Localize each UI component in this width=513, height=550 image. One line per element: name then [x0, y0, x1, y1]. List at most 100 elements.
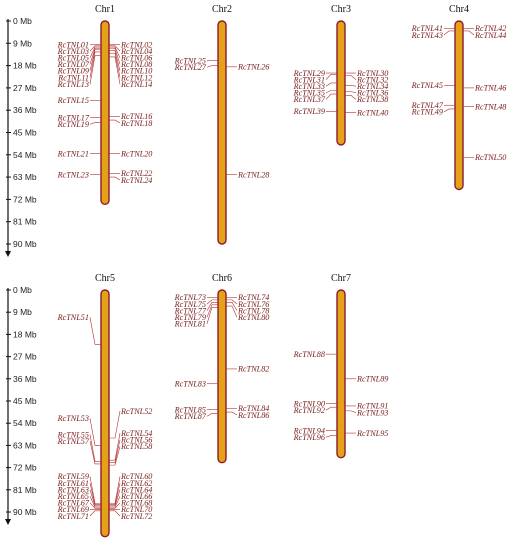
gene-label: RcTNL38: [356, 95, 388, 104]
gene-connector: [109, 446, 121, 466]
gene-label: RcTNL15: [57, 96, 89, 105]
gene-label: RcTNL91: [356, 402, 388, 411]
gene-label: RcTNL75: [174, 300, 206, 309]
gene-label: RcTNL68: [120, 499, 152, 508]
gene-label: RcTNL37: [293, 95, 326, 104]
gene-label: RcTNL72: [120, 512, 152, 521]
gene-label: RcTNL33: [293, 82, 325, 91]
gene-label: RcTNL85: [174, 405, 206, 414]
scale-tick-label: 45 Mb: [13, 128, 37, 138]
scale-tick-label: 9 Mb: [13, 307, 32, 317]
gene-label: RcTNL93: [356, 408, 388, 417]
gene-label: RcTNL13: [57, 80, 89, 89]
gene-label: RcTNL96: [293, 433, 326, 442]
gene-connector: [226, 411, 238, 416]
gene-connector: [226, 299, 238, 305]
gene-connector: [89, 45, 101, 52]
scale-tick-label: 54 Mb: [13, 418, 37, 428]
gene-connector: [345, 85, 357, 87]
scale-tick-label: 63 Mb: [13, 172, 37, 182]
gene-label: RcTNL90: [293, 399, 325, 408]
gene-connector: [109, 502, 121, 509]
gene-label: RcTNL16: [120, 112, 153, 121]
gene-label: RcTNL40: [356, 108, 388, 117]
gene-label: RcTNL02: [120, 40, 152, 49]
chromosome-chr1: Chr1RcTNL01RcTNL03RcTNL05RcTNL07RcTNL09R…: [57, 4, 153, 206]
gene-label: RcTNL27: [174, 63, 207, 72]
gene-connector: [325, 90, 337, 94]
gene-connector: [89, 122, 101, 125]
gene-label: RcTNL70: [120, 505, 152, 514]
chromosome-title: Chr6: [212, 273, 232, 284]
gene-label: RcTNL09: [57, 67, 89, 76]
gene-label: RcTNL73: [174, 293, 206, 302]
gene-label: RcTNL55: [57, 430, 89, 439]
gene-label: RcTNL35: [293, 89, 325, 98]
gene-label: RcTNL49: [411, 108, 443, 117]
chromosome-body: [454, 20, 464, 191]
scale-tick-label: 27 Mb: [13, 83, 37, 93]
gene-label: RcTNL79: [174, 313, 206, 322]
gene-connector: [109, 45, 121, 52]
gene-label: RcTNL36: [356, 89, 389, 98]
gene-label: RcTNL95: [356, 429, 388, 438]
gene-connector: [109, 482, 121, 505]
gene-label: RcTNL06: [120, 54, 153, 63]
scale-tick-label: 90 Mb: [13, 507, 37, 517]
gene-label: RcTNL58: [120, 442, 152, 451]
gene-label: RcTNL64: [120, 485, 152, 494]
scale-tick-label: 63 Mb: [13, 440, 37, 450]
gene-label: RcTNL31: [293, 75, 325, 84]
gene-connector: [226, 302, 238, 311]
gene-label: RcTNL10: [120, 67, 152, 76]
gene-label: RcTNL61: [57, 479, 89, 488]
gene-connector: [89, 434, 101, 462]
gene-connector: [206, 304, 218, 318]
gene-connector: [89, 317, 101, 345]
gene-label: RcTNL74: [237, 293, 269, 302]
chromosome-group: Chr1RcTNL01RcTNL03RcTNL05RcTNL07RcTNL09R…: [57, 4, 507, 538]
scale-tick-label: 81 Mb: [13, 217, 37, 227]
scale-tick-label: 18 Mb: [13, 329, 37, 339]
gene-connector: [109, 510, 121, 517]
scale-tick-label: 0 Mb: [13, 285, 32, 295]
gene-label: RcTNL05: [57, 54, 89, 63]
scale-axis-bottom: 0 Mb 9 Mb 18 Mb 27 Mb 36 Mb 45 Mb 54 Mb 63 Mb 72…: [5, 285, 37, 525]
gene-label: RcTNL94: [293, 426, 325, 435]
gene-label: RcTNL76: [237, 300, 270, 309]
gene-connector: [89, 47, 101, 65]
gene-label: RcTNL66: [120, 492, 153, 501]
scale-axis-top: 0 Mb 9 Mb 18 Mb 27 Mb 36 Mb 45 Mb 54 Mb 63 Mb 72…: [5, 16, 37, 257]
scale-tick-label: 72 Mb: [13, 463, 37, 473]
scale-tick-label: 36 Mb: [13, 374, 37, 384]
gene-label: RcTNL89: [356, 375, 388, 384]
scale-tick-label: 36 Mb: [13, 105, 37, 115]
gene-label: RcTNL59: [57, 472, 89, 481]
gene-label: RcTNL30: [356, 69, 388, 78]
gene-connector: [89, 49, 101, 72]
gene-connector: [345, 410, 357, 413]
scale-tick-label: 45 Mb: [13, 396, 37, 406]
gene-label: RcTNL71: [57, 512, 89, 521]
chromosome-body: [217, 289, 227, 464]
gene-label: RcTNL04: [120, 47, 152, 56]
gene-connector: [109, 176, 121, 181]
scale-tick-label: 0 Mb: [13, 16, 32, 26]
gene-connector: [89, 510, 101, 517]
gene-label: RcTNL80: [237, 313, 269, 322]
gene-label: RcTNL78: [237, 306, 269, 315]
gene-connector: [325, 93, 337, 100]
chromosome-body: [336, 289, 346, 459]
gene-label: RcTNL32: [356, 75, 388, 84]
gene-label: RcTNL47: [411, 101, 444, 110]
gene-connector: [89, 496, 101, 508]
gene-connector: [206, 302, 218, 311]
gene-label: RcTNL42: [474, 24, 506, 33]
gene-label: RcTNL62: [120, 479, 152, 488]
gene-label: RcTNL22: [120, 169, 152, 178]
gene-label: RcTNL12: [120, 73, 152, 82]
gene-connector: [325, 406, 337, 411]
